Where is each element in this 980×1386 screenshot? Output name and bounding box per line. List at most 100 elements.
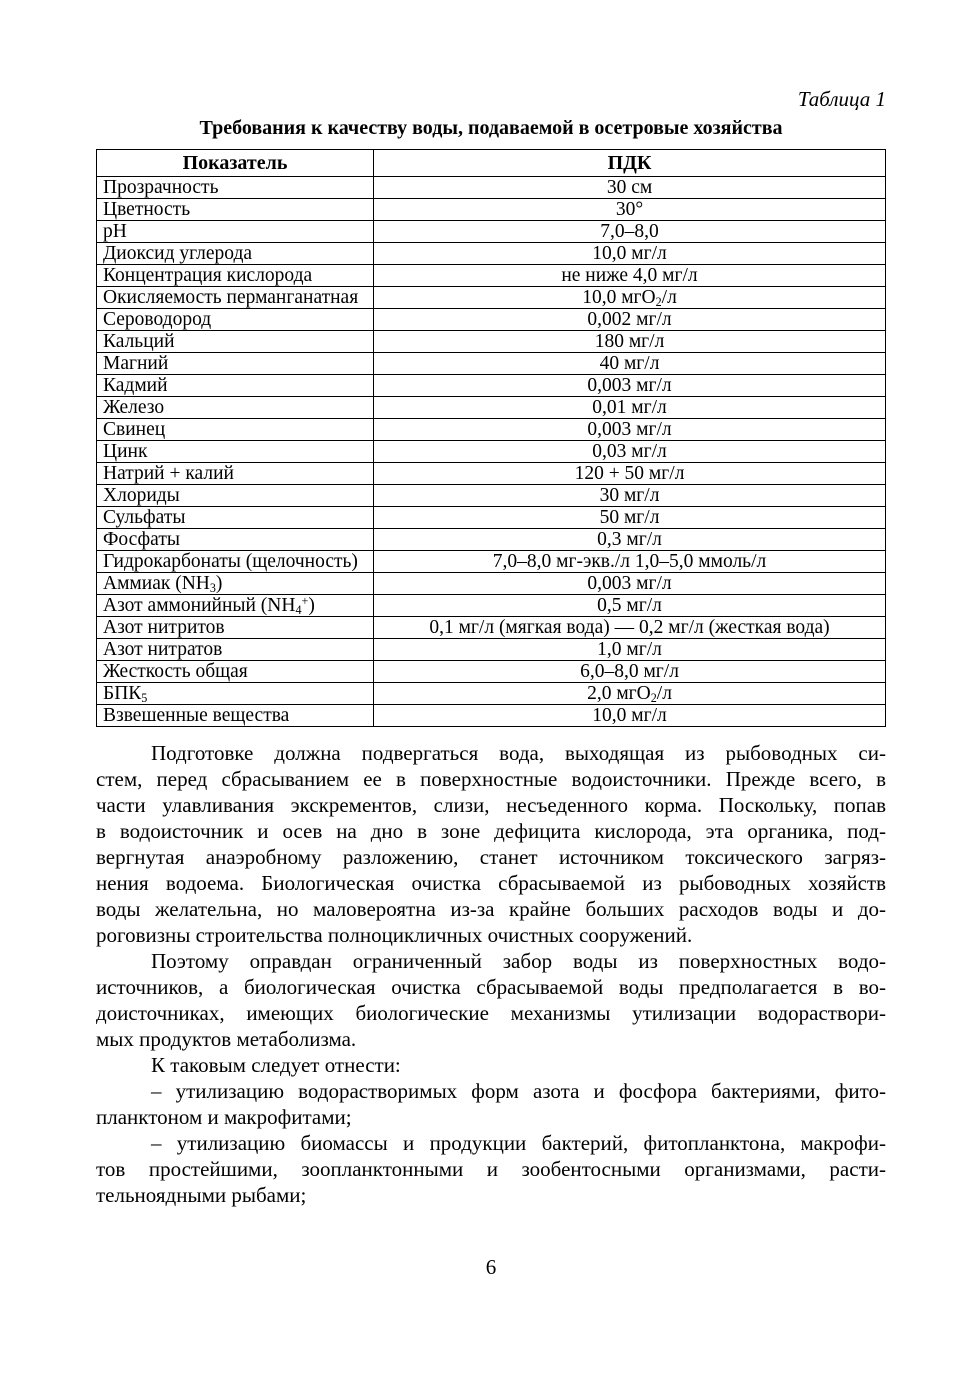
indicator-cell: Концентрация кислорода: [96, 264, 374, 287]
indicator-cell: Железо: [96, 396, 374, 419]
table-row: Аммиак (NH3) 0,003 мг/л: [96, 572, 886, 595]
indicator-cell: Азот нитритов: [96, 616, 374, 639]
table-row: Сульфаты 50 мг/л: [96, 506, 886, 529]
paragraph-line: вергнутая анаэробному разложению, станет…: [96, 845, 886, 869]
column-header-indicator: Показатель: [96, 149, 374, 177]
table-row: Натрий + калий 120 + 50 мг/л: [96, 462, 886, 485]
paragraph-line: стем, перед сбрасыванием ее в поверхност…: [96, 767, 886, 791]
pdk-value-cell: 7,0–8,0: [373, 220, 886, 243]
pdk-value-cell: 0,003 мг/л: [373, 418, 886, 441]
page-content: Таблица 1 Требования к качеству воды, по…: [96, 0, 886, 1280]
paragraph-line: в водоисточник и осев на дно в зоне дефи…: [96, 819, 886, 843]
pdk-value-cell: 0,03 мг/л: [373, 440, 886, 463]
table-row: Кальций 180 мг/л: [96, 330, 886, 353]
paragraph-line: части улавливания экскрементов, слизи, н…: [96, 793, 886, 817]
table-row: Азот нитратов 1,0 мг/л: [96, 638, 886, 661]
indicator-cell: Кадмий: [96, 374, 374, 397]
pdk-value-cell: 10,0 мгО2/л: [373, 286, 886, 309]
indicator-cell: Фосфаты: [96, 528, 374, 551]
water-quality-table: Показатель ПДК Прозрачность 30 см Цветност…: [96, 149, 886, 727]
page-number: 6: [485, 1255, 497, 1279]
table-row: pH 7,0–8,0: [96, 220, 886, 243]
paragraph-line: Подготовке должна подвергаться вода, вых…: [151, 741, 886, 765]
paragraph: Подготовке должна подвергаться вода, вых…: [96, 740, 886, 948]
table-row: Цинк 0,03 мг/л: [96, 440, 886, 463]
pdk-value-cell: 120 + 50 мг/л: [373, 462, 886, 485]
table-row: Взвешенные вещества 10,0 мг/л: [96, 704, 886, 727]
indicator-cell: Жесткость общая: [96, 660, 374, 683]
paragraph-line: планктоном и макрофитами;: [96, 1105, 352, 1129]
table-row: Магний 40 мг/л: [96, 352, 886, 375]
indicator-cell: Гидрокарбонаты (щелочность): [96, 550, 374, 573]
table-row: Гидрокарбонаты (щелочность) 7,0–8,0 мг-эк…: [96, 550, 886, 573]
pdk-value-cell: 30 см: [373, 176, 886, 199]
paragraph-line: Поэтому оправдан ограниченный забор воды…: [151, 949, 886, 973]
indicator-cell: Магний: [96, 352, 374, 375]
pdk-value-cell: 0,002 мг/л: [373, 308, 886, 331]
pdk-value-cell: 0,5 мг/л: [373, 594, 886, 617]
column-header-pdk: ПДК: [373, 149, 886, 177]
indicator-cell: Сульфаты: [96, 506, 374, 529]
indicator-cell: Диоксид углерода: [96, 242, 374, 265]
table-row: Диоксид углерода 10,0 мг/л: [96, 242, 886, 265]
indicator-cell: Взвешенные вещества: [96, 704, 374, 727]
pdk-value-cell: 0,003 мг/л: [373, 572, 886, 595]
indicator-cell: Окисляемость перманганатная: [96, 286, 374, 309]
pdk-value-cell: 1,0 мг/л: [373, 638, 886, 661]
paragraph-line: тельноядными рыбами;: [96, 1183, 307, 1207]
indicator-cell: Цинк: [96, 440, 374, 463]
table-row: Цветность 30°: [96, 198, 886, 221]
pdk-value-cell: 7,0–8,0 мг-экв./л 1,0–5,0 ммоль/л: [373, 550, 886, 573]
paragraph-line: роговизны строительства полноцикличных о…: [96, 923, 693, 947]
paragraph-line: воды желательна, но маловероятна из-за к…: [96, 897, 886, 921]
indicator-cell: БПК5: [96, 682, 374, 705]
table-row: Азот нитритов 0,1 мг/л (мягкая вода) — 0,…: [96, 616, 886, 639]
table-row: БПК5 2,0 мгО2/л: [96, 682, 886, 705]
pdk-value-cell: 30°: [373, 198, 886, 221]
table-row: Окисляемость перманганатная 10,0 мгО2/л: [96, 286, 886, 309]
pdk-value-cell: 180 мг/л: [373, 330, 886, 353]
indicator-cell: Прозрачность: [96, 176, 374, 199]
pdk-value-cell: не ниже 4,0 мг/л: [373, 264, 886, 287]
paragraph-line: тов простейшими, зоопланктонными и зообе…: [96, 1157, 886, 1181]
indicator-cell: Хлориды: [96, 484, 374, 507]
pdk-value-cell: 30 мг/л: [373, 484, 886, 507]
paragraph-line: К таковым следует отнести:: [151, 1053, 401, 1077]
paragraph-line: доисточниках, имеющих биологические меха…: [96, 1001, 886, 1025]
table-row: Азот аммонийный (NH4+) 0,5 мг/л: [96, 594, 886, 617]
indicator-cell: Азот нитратов: [96, 638, 374, 661]
body-text: Подготовке должна подвергаться вода, вых…: [96, 740, 886, 1208]
paragraph: К таковым следует отнести:: [96, 1052, 886, 1078]
paragraph: – утилизацию биомассы и продукции бактер…: [96, 1130, 886, 1208]
pdk-value-cell: 40 мг/л: [373, 352, 886, 375]
pdk-value-cell: 0,01 мг/л: [373, 396, 886, 419]
paragraph-line: мых продуктов метаболизма.: [96, 1027, 357, 1051]
table-row: Сероводород 0,002 мг/л: [96, 308, 886, 331]
pdk-value-cell: 50 мг/л: [373, 506, 886, 529]
indicator-cell: Свинец: [96, 418, 374, 441]
table-row: Железо 0,01 мг/л: [96, 396, 886, 419]
paragraph-line: – утилизацию биомассы и продукции бактер…: [151, 1131, 886, 1155]
paragraph-line: нения водоема. Биологическая очистка сбр…: [96, 871, 886, 895]
indicator-cell: Натрий + калий: [96, 462, 374, 485]
pdk-value-cell: 10,0 мг/л: [373, 704, 886, 727]
paragraph-line: источников, а биологическая очистка сбра…: [96, 975, 886, 999]
pdk-value-cell: 0,1 мг/л (мягкая вода) — 0,2 мг/л (жестк…: [373, 616, 886, 639]
pdk-value-cell: 2,0 мгО2/л: [373, 682, 886, 705]
table-title: Требования к качеству воды, подаваемой в…: [199, 117, 783, 139]
indicator-cell: Кальций: [96, 330, 374, 353]
table-header-row: Показатель ПДК: [96, 149, 886, 177]
table-caption: Таблица 1: [797, 87, 886, 111]
table-row: Концентрация кислорода не ниже 4,0 мг/л: [96, 264, 886, 287]
table-row: Хлориды 30 мг/л: [96, 484, 886, 507]
paragraph: Поэтому оправдан ограниченный забор воды…: [96, 948, 886, 1052]
table-row: Кадмий 0,003 мг/л: [96, 374, 886, 397]
indicator-cell: Сероводород: [96, 308, 374, 331]
paragraph-line: – утилизацию водорастворимых форм азота …: [151, 1079, 886, 1103]
indicator-cell: Азот аммонийный (NH4+): [96, 594, 374, 617]
table-row: Свинец 0,003 мг/л: [96, 418, 886, 441]
table-row: Фосфаты 0,3 мг/л: [96, 528, 886, 551]
pdk-value-cell: 10,0 мг/л: [373, 242, 886, 265]
indicator-cell: Цветность: [96, 198, 374, 221]
